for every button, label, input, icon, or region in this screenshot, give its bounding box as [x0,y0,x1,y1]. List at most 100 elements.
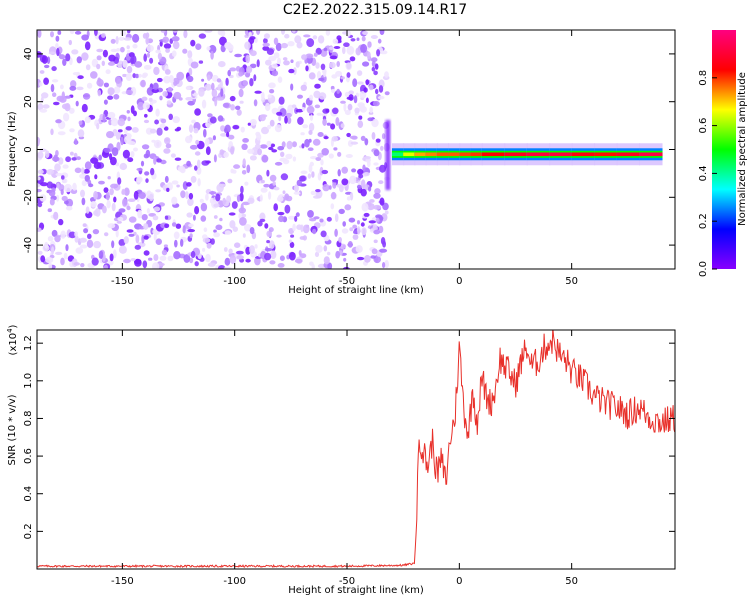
noise-blob [308,122,315,132]
noise-blob [171,36,180,42]
noise-blob [260,179,265,184]
noise-blob [106,131,114,139]
noise-blob [85,64,91,71]
noise-blob [222,197,226,205]
noise-blob [337,169,341,177]
noise-blob [325,30,331,36]
noise-blob [315,189,321,193]
noise-blob [232,169,237,174]
band-core [481,152,506,157]
noise-blob [104,232,109,237]
noise-blob [327,262,333,269]
noise-blob [347,241,353,248]
noise-blob [196,159,201,169]
noise-blob [156,158,162,163]
noise-blob [224,42,232,50]
noise-blob [105,191,110,201]
x-tick-label: 50 [565,276,578,287]
noise-blob [269,89,275,94]
noise-blob [200,202,208,212]
noise-blob [57,131,66,136]
noise-blob [279,157,288,162]
noise-blob [180,190,186,199]
noise-blob [117,216,124,222]
noise-blob [206,242,212,249]
noise-blob [329,55,338,60]
noise-blob [312,138,321,146]
noise-blob [261,154,269,163]
noise-blob [215,224,223,231]
noise-blob [177,165,186,172]
noise-blob [138,192,146,199]
noise-blob [69,128,75,133]
noise-blob [229,67,237,72]
noise-blob [350,38,356,42]
noise-blob [130,151,135,158]
noise-blob [217,265,226,269]
noise-blob [382,262,386,269]
noise-blob [219,149,225,156]
noise-blob [282,57,288,61]
noise-blob [40,182,48,187]
noise-blob [315,244,323,253]
noise-blob [346,72,351,78]
noise-blob [355,47,361,56]
noise-blob [91,257,99,266]
noise-blob [113,94,120,100]
noise-blob [239,217,247,226]
noise-blob [174,239,178,248]
noise-blob [271,63,278,69]
noise-blob [302,224,310,234]
noise-blob [110,48,118,53]
x-tick-label: 0 [456,276,462,287]
noise-blob [127,116,131,122]
noise-blob [305,65,309,72]
noise-blob [205,122,211,128]
noise-blob [366,203,375,211]
noise-blob [352,234,359,240]
noise-blob [277,211,285,216]
noise-blob [354,107,360,114]
noise-blob [97,89,102,97]
noise-blob [214,97,218,107]
noise-blob [148,97,153,102]
colorbar-tick-label: 0.6 [698,118,709,134]
noise-blob [338,208,345,215]
noise-blob [310,156,318,160]
noise-blob [360,43,368,53]
noise-blob [93,190,98,200]
noise-blob [133,190,139,200]
noise-blob [335,250,341,259]
noise-blob [356,70,363,76]
noise-blob [94,30,98,36]
noise-blob [85,206,90,214]
noise-blob [171,180,179,185]
noise-blob [183,30,188,39]
noise-blob [127,157,134,163]
noise-blob [182,48,188,54]
noise-blob [356,37,360,41]
noise-blob [52,156,60,162]
noise-blob [307,147,314,151]
noise-blob [375,88,379,95]
noise-blob [275,42,282,52]
noise-blob [82,93,91,100]
noise-blob [93,210,98,216]
noise-blob [186,182,192,187]
noise-blob [249,78,254,87]
noise-blob [288,239,292,243]
noise-blob [164,223,170,229]
noise-blob [307,173,312,179]
chart-title: C2E2.2022.315.09.14.R17 [282,2,468,18]
noise-blob [171,50,177,57]
noise-blob [103,82,109,88]
noise-blob [208,44,217,54]
noise-blob [87,233,92,239]
noise-blob [128,216,137,223]
noise-blob [378,85,384,93]
noise-blob [220,88,224,97]
noise-blob [341,228,349,234]
noise-blob [39,194,47,202]
noise-blob [143,235,149,240]
band-core [571,152,596,157]
